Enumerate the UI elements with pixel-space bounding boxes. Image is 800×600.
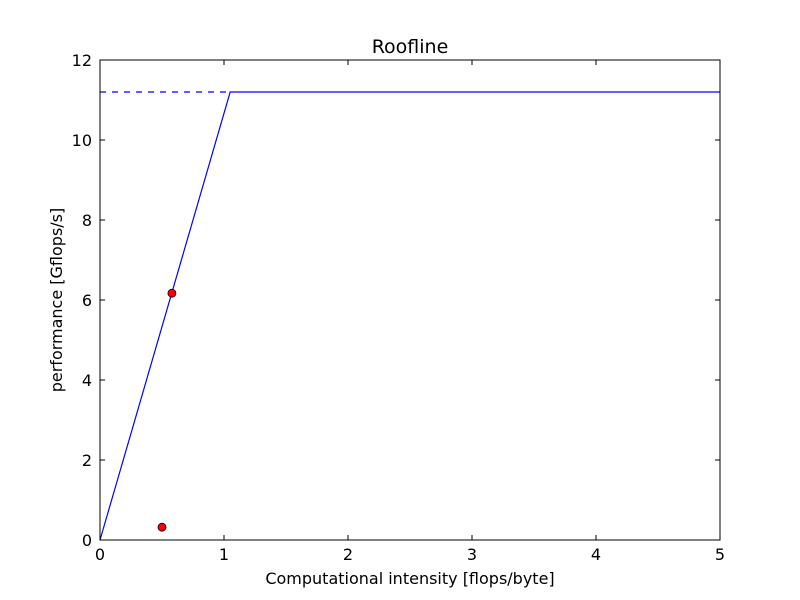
- roofline-line: [99, 91, 720, 541]
- x-tick-label: 1: [219, 545, 229, 564]
- x-tick-label: 5: [715, 545, 725, 564]
- data-point: [167, 288, 177, 298]
- chart-title: Roofline: [372, 36, 449, 58]
- y-tick-label: 4: [82, 371, 92, 390]
- y-tick-label: 2: [82, 451, 92, 470]
- y-axis: 0 2 4 6 8 10 12: [72, 51, 720, 550]
- lines-layer: [99, 91, 720, 541]
- data-point: [157, 522, 167, 532]
- y-tick-label: 0: [82, 531, 92, 550]
- y-tick-label: 8: [82, 211, 92, 230]
- x-axis-label: Computational intensity [flops/byte]: [265, 569, 554, 588]
- x-tick-label: 0: [95, 545, 105, 564]
- plot-area: [100, 60, 720, 540]
- y-tick-label: 6: [82, 291, 92, 310]
- y-tick-label: 12: [72, 51, 92, 70]
- x-tick-label: 4: [591, 545, 601, 564]
- y-tick-label: 10: [72, 131, 92, 150]
- points-layer: [157, 288, 177, 532]
- x-axis: 0 1 2 3 4 5: [95, 60, 725, 564]
- x-tick-label: 2: [343, 545, 353, 564]
- y-axis-label: performance [Gflops/s]: [47, 208, 66, 393]
- x-tick-label: 3: [467, 545, 477, 564]
